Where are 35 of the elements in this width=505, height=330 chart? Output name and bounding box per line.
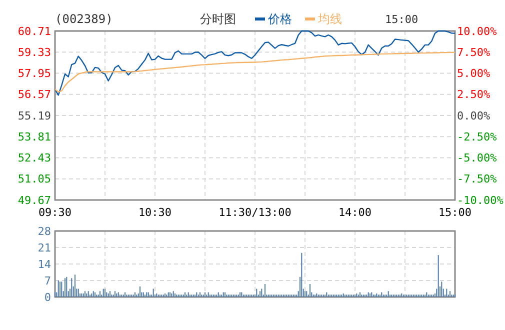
x-tick-label: 14:00 (338, 206, 372, 219)
y-tick-label: 56.57 (18, 88, 51, 102)
y2-tick-label: -7.50% (457, 172, 498, 186)
y-tick-label: 0 (44, 290, 51, 304)
line-series (54, 30, 456, 96)
y-tick-label: 60.71 (18, 24, 51, 38)
y2-tick-label: 2.50% (457, 88, 490, 102)
y-tick-label: 21 (38, 241, 51, 254)
x-tick-label: 10:30 (138, 206, 172, 219)
y-tick-label: 49.67 (18, 194, 51, 207)
y2-tick-label: 10.00% (457, 24, 498, 38)
y2-tick-label: 5.00% (457, 67, 490, 80)
y2-tick-label: -2.50% (457, 130, 498, 144)
x-tick-label: 11:30/13:00 (218, 206, 292, 219)
y-tick-label: 55.19 (18, 109, 51, 122)
y-tick-label: 59.33 (18, 46, 51, 59)
chart-title: (002389) (55, 12, 113, 26)
y-tick-label: 14 (38, 258, 52, 271)
y2-tick-label: -5.00% (457, 152, 498, 165)
line-series (54, 52, 456, 93)
y-tick-label: 53.81 (18, 130, 51, 144)
chart-subtitle: 分时图 (200, 12, 236, 26)
text: 15:00 (385, 13, 418, 26)
y2-tick-label: -10.00% (457, 194, 504, 207)
y-tick-label: 51.05 (18, 172, 51, 186)
legend-label: 价格 (267, 12, 292, 26)
y-tick-label: 52.43 (18, 152, 51, 165)
y-tick-label: 7 (44, 274, 51, 288)
y2-tick-label: 7.50% (457, 46, 490, 59)
x-tick-label: 15:00 (438, 206, 472, 219)
legend-label: 均线 (317, 12, 342, 26)
y2-tick-label: 0.00% (457, 109, 490, 122)
x-tick-label: 09:30 (38, 206, 72, 219)
y-tick-label: 57.95 (18, 67, 51, 80)
y-tick-label: 28 (38, 224, 51, 238)
